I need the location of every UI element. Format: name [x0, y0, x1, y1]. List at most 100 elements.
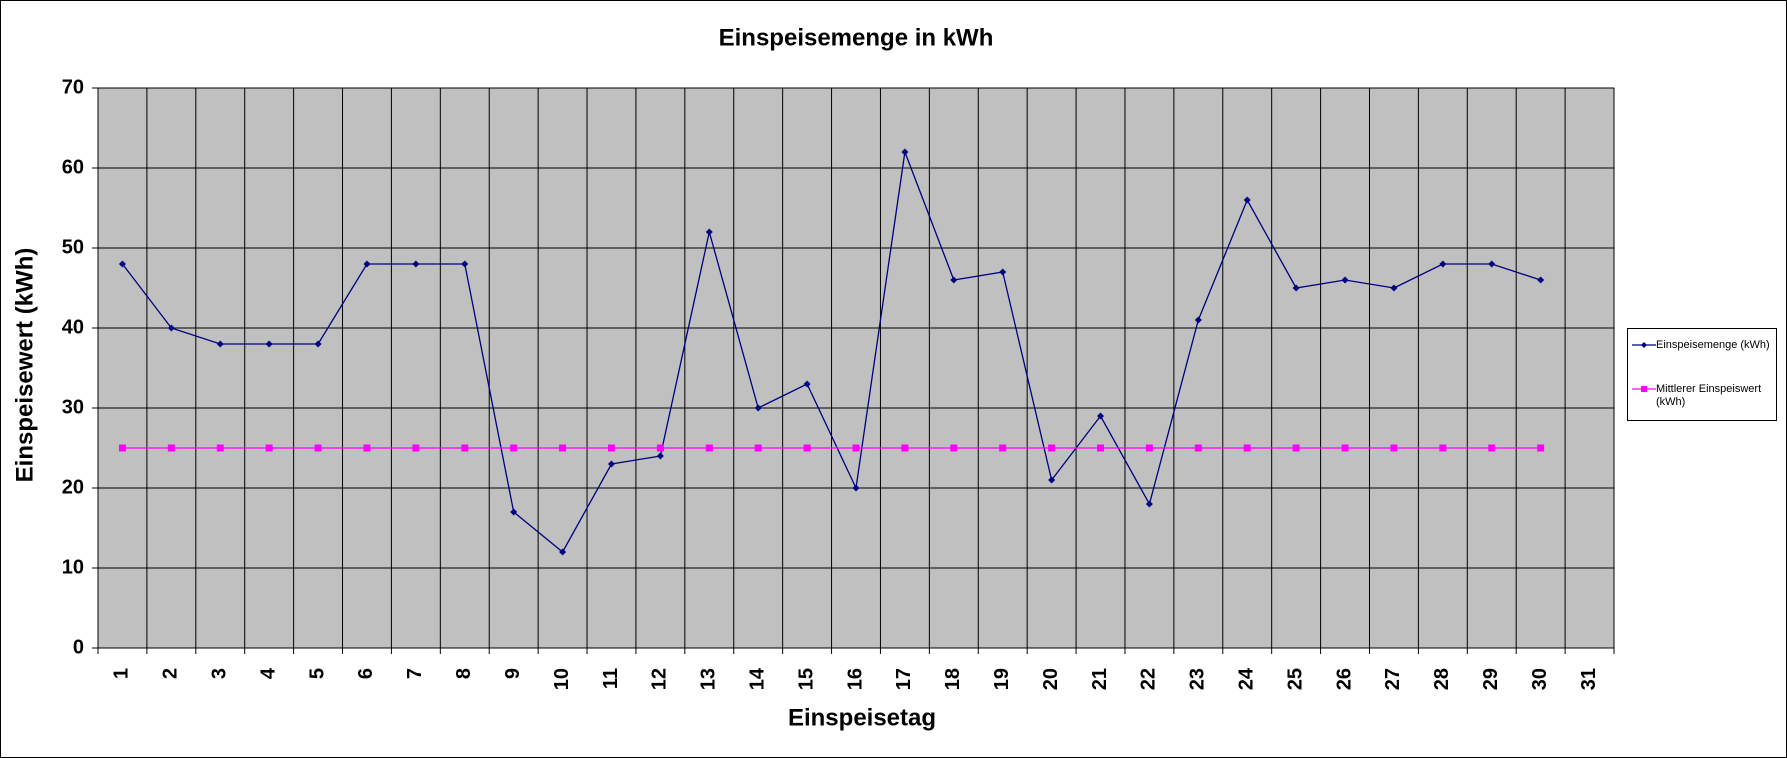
- y-tick-label: 50: [62, 236, 84, 258]
- x-tick-label: 3: [209, 668, 231, 679]
- y-tick-label: 0: [73, 636, 84, 658]
- marker: [559, 444, 567, 452]
- marker: [656, 452, 664, 460]
- x-tick-label: 21: [1089, 668, 1111, 690]
- x-tick-label: 4: [257, 667, 279, 679]
- marker: [363, 444, 371, 452]
- marker: [265, 340, 273, 348]
- marker: [314, 340, 322, 348]
- marker: [314, 444, 322, 452]
- x-tick-label: 29: [1480, 668, 1502, 690]
- marker: [950, 444, 958, 452]
- x-tick-label: 23: [1187, 668, 1209, 690]
- marker: [118, 444, 126, 452]
- marker: [1439, 444, 1447, 452]
- marker: [803, 444, 811, 452]
- x-tick-label: 16: [844, 668, 866, 690]
- marker: [167, 324, 175, 332]
- x-tick-label: 15: [795, 668, 817, 690]
- x-tick-label: 31: [1578, 668, 1600, 690]
- marker: [510, 444, 518, 452]
- marker: [1145, 500, 1153, 508]
- marker: [999, 268, 1007, 276]
- marker: [901, 148, 909, 156]
- x-tick-label: 2: [160, 668, 182, 679]
- series-line: [121, 149, 1541, 553]
- marker: [754, 444, 762, 452]
- marker: [510, 508, 518, 516]
- legend-item: Mittlerer Einspeiswert (kWh): [1632, 383, 1776, 409]
- marker: [607, 444, 615, 452]
- legend: Einspeisemenge (kWh) Mittlerer Einspeiswe…: [1627, 328, 1777, 421]
- legend-item: Einspeisemenge (kWh): [1632, 339, 1776, 352]
- marker: [950, 276, 958, 284]
- x-tick-label: 26: [1333, 668, 1355, 690]
- x-tick-label: 19: [991, 668, 1013, 690]
- x-tick-label: 5: [306, 668, 328, 679]
- x-tick-label: 18: [942, 668, 964, 690]
- marker: [705, 228, 713, 236]
- marker: [559, 548, 567, 556]
- marker: [1292, 284, 1300, 292]
- x-tick-label: 7: [404, 668, 426, 679]
- marker: [1145, 444, 1153, 452]
- marker: [852, 484, 860, 492]
- x-tick-label: 13: [698, 668, 720, 690]
- y-tick-label: 20: [62, 476, 84, 498]
- x-tick-label: 30: [1529, 668, 1551, 690]
- y-tick-label: 40: [62, 316, 84, 338]
- chart-title: Einspeisemenge in kWh: [719, 24, 994, 51]
- marker: [1097, 412, 1105, 420]
- x-tick-label: 27: [1382, 668, 1404, 690]
- x-tick-label: 8: [453, 668, 475, 679]
- marker: [265, 444, 273, 452]
- x-tick-label: 24: [1236, 667, 1258, 690]
- x-axis-label: Einspeisetag: [788, 704, 936, 731]
- marker: [1194, 316, 1202, 324]
- y-tick-label: 10: [62, 556, 84, 578]
- marker: [754, 404, 762, 412]
- marker: [412, 444, 420, 452]
- legend-swatch: [1632, 342, 1656, 348]
- marker: [167, 444, 175, 452]
- marker: [412, 260, 420, 268]
- marker: [216, 444, 224, 452]
- marker: [999, 444, 1007, 452]
- x-tick-label: 10: [551, 668, 573, 690]
- marker: [461, 260, 469, 268]
- x-tick-label: 11: [600, 668, 622, 689]
- marker: [1488, 260, 1496, 268]
- x-tick-label: 14: [746, 667, 768, 690]
- marker: [656, 444, 664, 452]
- x-tick-label: 20: [1040, 668, 1062, 690]
- marker: [1048, 476, 1056, 484]
- marker: [1243, 444, 1251, 452]
- marker: [1641, 342, 1647, 348]
- plot-area: [97, 87, 1615, 649]
- legend-label: Einspeisemenge (kWh): [1656, 339, 1770, 351]
- marker: [1537, 444, 1545, 452]
- marker: [118, 260, 126, 268]
- marker: [1292, 444, 1300, 452]
- marker: [1390, 284, 1398, 292]
- marker: [363, 260, 371, 268]
- marker: [1048, 444, 1056, 452]
- marker: [852, 444, 860, 452]
- marker: [1488, 444, 1496, 452]
- marker: [1390, 444, 1398, 452]
- x-tick-label: 17: [893, 668, 915, 690]
- x-tick-label: 12: [649, 668, 671, 690]
- y-tick-label: 60: [62, 156, 84, 178]
- marker: [1243, 196, 1251, 204]
- legend-label: Mittlerer Einspeiswert (kWh): [1656, 383, 1762, 408]
- x-tick-label: 6: [355, 668, 377, 679]
- marker: [1641, 386, 1647, 392]
- x-tick-label: 9: [502, 668, 524, 679]
- marker: [1341, 276, 1349, 284]
- marker: [803, 380, 811, 388]
- marker: [461, 444, 469, 452]
- marker: [1439, 260, 1447, 268]
- x-tick-label: 22: [1138, 668, 1160, 690]
